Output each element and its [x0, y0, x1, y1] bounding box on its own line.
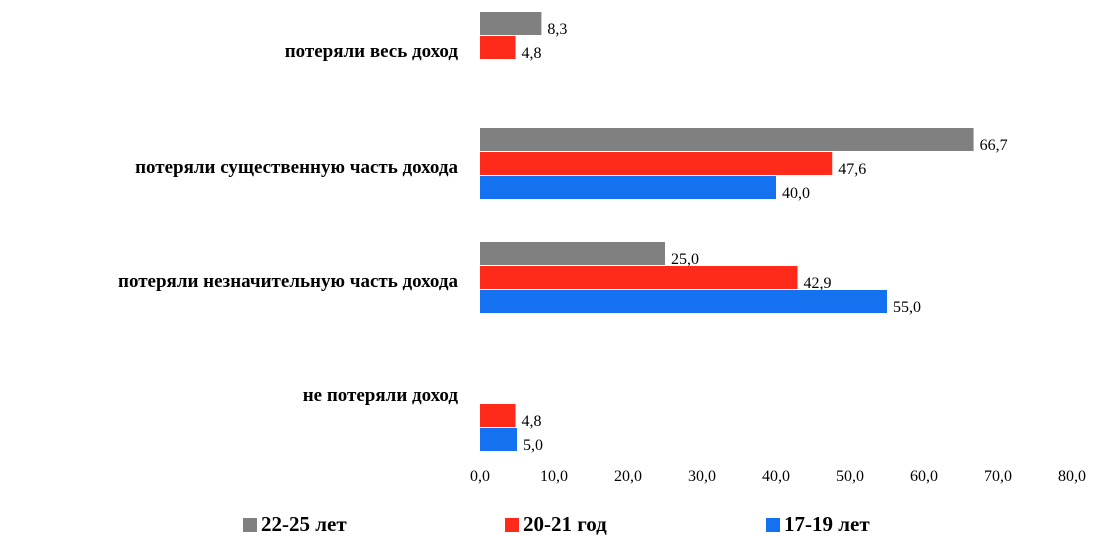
x-tick-label: 20,0	[614, 468, 642, 485]
data-label: 47,6	[838, 161, 866, 178]
legend-label-22-25: 22-25 лет	[261, 512, 347, 536]
bar	[480, 290, 887, 313]
bar	[480, 176, 776, 199]
legend-item-17-19: 17-19 лет	[766, 512, 870, 537]
legend-label-20-21: 20-21 год	[523, 512, 607, 536]
data-label: 66,7	[980, 137, 1008, 154]
legend-swatch-red	[505, 517, 519, 532]
legend-label-17-19: 17-19 лет	[784, 512, 870, 536]
x-tick-label: 80,0	[1058, 468, 1086, 485]
bar	[480, 242, 665, 265]
legend-item-20-21: 20-21 год	[505, 512, 607, 537]
data-label: 55,0	[893, 299, 921, 316]
data-label: 4,8	[522, 413, 542, 430]
x-tick-label: 60,0	[910, 468, 938, 485]
data-label: 40,0	[782, 185, 810, 202]
bar	[480, 428, 517, 451]
bar	[480, 266, 798, 289]
data-label: 5,0	[523, 437, 543, 454]
bar	[480, 36, 516, 59]
bar	[480, 12, 542, 35]
bar	[480, 152, 833, 175]
data-label: 42,9	[803, 275, 831, 292]
legend-swatch-blue	[766, 517, 780, 532]
category-label: не потеряли доход	[303, 385, 459, 406]
data-label: 8,3	[547, 21, 567, 38]
bar	[480, 128, 974, 151]
x-tick-label: 0,0	[470, 468, 490, 485]
x-tick-label: 40,0	[762, 468, 790, 485]
data-label: 25,0	[671, 251, 699, 268]
x-tick-label: 30,0	[688, 468, 716, 485]
data-label: 4,8	[522, 45, 542, 62]
category-label: потеряли весь доход	[285, 41, 459, 62]
x-tick-label: 50,0	[836, 468, 864, 485]
category-label: потеряли существенную часть дохода	[135, 157, 458, 178]
x-tick-label: 10,0	[540, 468, 568, 485]
bar	[480, 404, 516, 427]
legend: 22-25 лет 20-21 год 17-19 лет	[0, 512, 1098, 536]
legend-item-22-25: 22-25 лет	[243, 512, 347, 537]
legend-swatch-gray	[243, 517, 257, 532]
category-label: потеряли незначительную часть дохода	[118, 271, 458, 292]
x-tick-label: 70,0	[984, 468, 1012, 485]
